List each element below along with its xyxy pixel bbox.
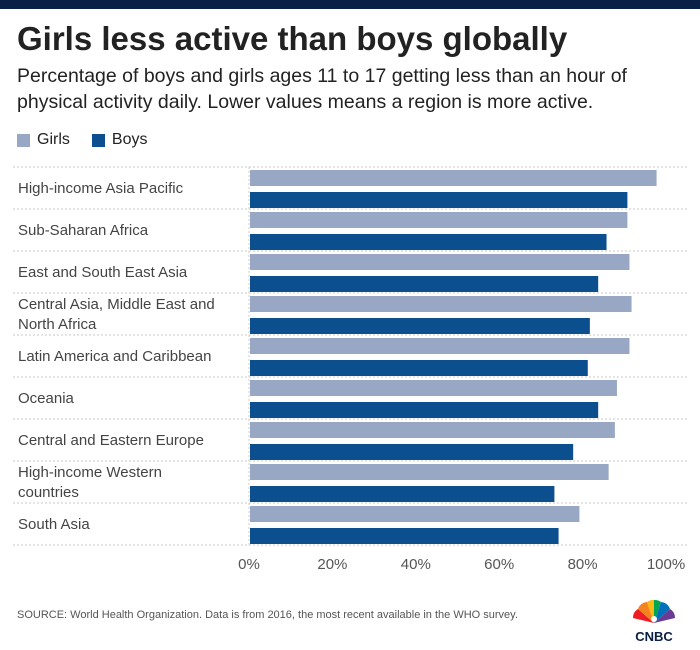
legend-swatch-girls xyxy=(17,133,30,147)
category-label-line: Oceania xyxy=(18,390,75,407)
category-label-line: High-income Asia Pacific xyxy=(18,180,184,197)
category-label-line: Central Asia, Middle East and xyxy=(18,296,215,313)
cnbc-logo-icon: CNBC xyxy=(632,599,676,644)
category-label: Latin America and Caribbean xyxy=(18,348,211,365)
bar-boys xyxy=(250,528,559,544)
category-label: Sub-Saharan Africa xyxy=(18,222,149,239)
bar-boys xyxy=(250,486,555,502)
category-label: Central and Eastern Europe xyxy=(18,432,204,449)
category-label: Oceania xyxy=(18,390,75,407)
bar-girls xyxy=(250,254,630,270)
top-bar xyxy=(0,0,700,9)
bar-boys xyxy=(250,402,599,418)
legend-item-girls: Girls xyxy=(17,131,70,149)
category-label-line: High-income Western xyxy=(18,464,162,481)
legend-item-boys: Boys xyxy=(91,131,148,149)
bar-girls xyxy=(250,506,580,522)
category-label: Central Asia, Middle East and North Afric… xyxy=(18,296,215,333)
legend-label-girls: Girls xyxy=(37,131,70,148)
bar-boys xyxy=(250,444,574,460)
category-label-line: Sub-Saharan Africa xyxy=(18,222,149,239)
x-tick-label: 20% xyxy=(317,556,347,573)
x-tick-label: 80% xyxy=(568,556,598,573)
bar-boys xyxy=(250,360,588,376)
bar-chart: High-income Asia Pacific Sub-Saharan Afri… xyxy=(13,166,688,573)
category-label-line: Central and Eastern Europe xyxy=(18,432,204,449)
bar-girls xyxy=(250,170,657,186)
category-label: High-income Asia Pacific xyxy=(18,180,184,197)
x-tick-label: 0% xyxy=(238,556,260,573)
logo-text: CNBC xyxy=(635,629,673,644)
category-label: East and South East Asia xyxy=(18,264,188,281)
bar-boys xyxy=(250,318,590,334)
bar-boys xyxy=(250,276,599,292)
bar-girls xyxy=(250,380,617,396)
bar-girls xyxy=(250,338,630,354)
legend-label-boys: Boys xyxy=(111,131,148,148)
bar-girls xyxy=(250,422,615,438)
bar-boys xyxy=(250,192,628,208)
category-label-line: Latin America and Caribbean xyxy=(18,348,211,365)
bar-girls xyxy=(250,464,609,480)
category-label-line: East and South East Asia xyxy=(18,264,188,281)
category-label: High-income Western countries xyxy=(18,464,162,501)
x-tick-label: 40% xyxy=(401,556,431,573)
category-label: South Asia xyxy=(18,516,90,533)
x-tick-label: 100% xyxy=(647,556,685,573)
legend-swatch-boys xyxy=(91,133,105,147)
source-note: SOURCE: World Health Organization. Data … xyxy=(17,609,518,621)
category-label-line: North Africa xyxy=(18,316,97,333)
bar-boys xyxy=(250,234,607,250)
bar-girls xyxy=(250,212,628,228)
legend: Girls Boys xyxy=(17,131,169,149)
bar-girls xyxy=(250,296,632,312)
category-label-line: countries xyxy=(18,484,79,501)
chart-title: Girls less active than boys globally xyxy=(17,20,568,57)
category-label-line: South Asia xyxy=(18,516,90,533)
chart-subtitle: Percentage of boys and girls ages 11 to … xyxy=(17,65,627,113)
x-tick-label: 60% xyxy=(484,556,514,573)
